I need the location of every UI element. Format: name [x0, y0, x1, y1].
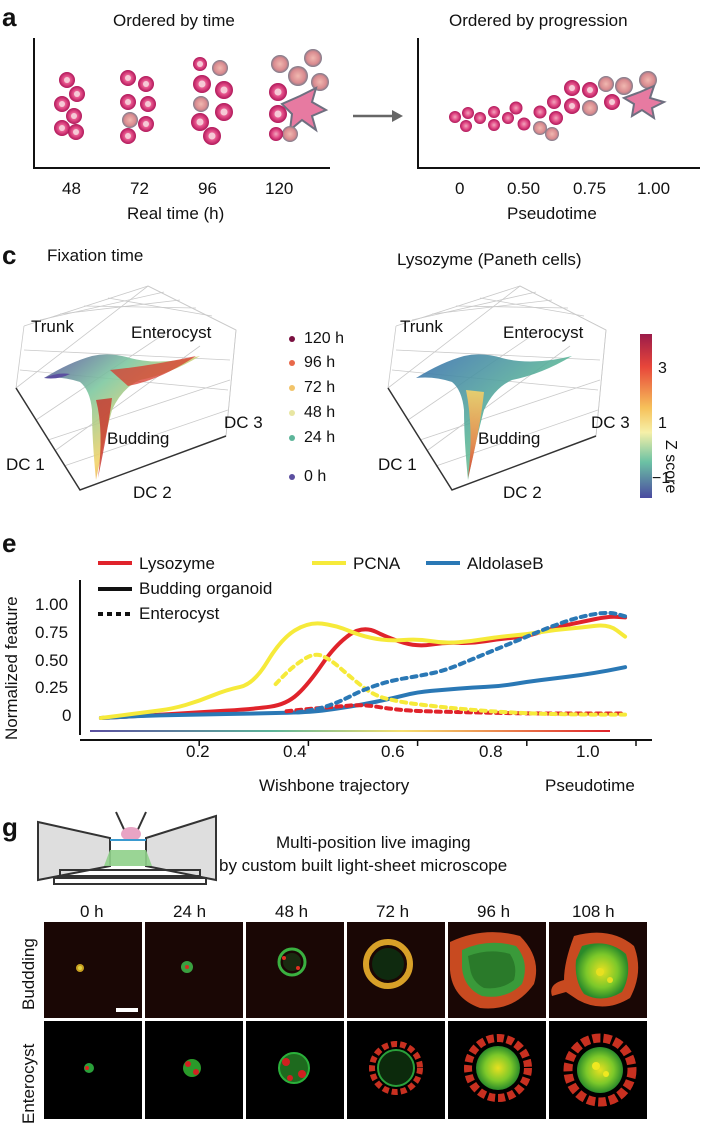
panel-a-left-tick-120: 120 [265, 179, 294, 198]
e-ytick-025: 0.25 [35, 678, 69, 697]
c-right-dc3-label: DC 3 [591, 413, 630, 432]
g-time-96h: 96 h [477, 902, 511, 921]
panel-e-line-chart [79, 580, 652, 746]
panel-c-letter: c [2, 240, 17, 270]
cells-96h [191, 57, 233, 145]
panel-a-right-tick-0: 0 [455, 179, 465, 198]
c-right-enterocyst-label: Enterocyst [503, 323, 584, 342]
e-xtick-10: 1.0 [576, 742, 600, 761]
legend-24h: 24 h [304, 429, 336, 446]
cells-72h [120, 70, 156, 144]
e-xtick-06: 0.6 [381, 742, 405, 761]
colorbar-tick-3: 3 [658, 360, 667, 377]
e-ytick-100: 1.00 [35, 595, 69, 614]
c-left-dc2-label: DC 2 [133, 483, 172, 502]
e-legend-enterocyst: Enterocyst [139, 604, 220, 623]
legend-72h: 72 h [304, 379, 336, 396]
budding-cell-120h [280, 86, 329, 133]
light-sheet-microscope-icon [37, 811, 217, 885]
c-left-enterocyst-label: Enterocyst [131, 323, 212, 342]
zscore-colorbar [640, 334, 652, 498]
legend-dot-5 [289, 474, 295, 480]
panel-a-right-tick-075: 0.75 [573, 179, 607, 198]
panel-a-left-axes [33, 38, 330, 169]
c-right-dc2-label: DC 2 [503, 483, 542, 502]
c-left-dc1-label: DC 1 [6, 455, 45, 474]
g-caption-line2: by custom built light-sheet microscope [219, 856, 508, 875]
panel-a-left-tick-96: 96 [198, 179, 217, 198]
panel-a-graphic [33, 38, 700, 169]
e-legend-budding: Budding organoid [139, 579, 273, 598]
panel-c-right-title: Lysozyme (Paneth cells) [397, 250, 582, 269]
c-left-budding-label: Budding [107, 429, 170, 448]
colorbar-tick-neg1: −1 [652, 470, 671, 487]
g-time-24h: 24 h [173, 902, 207, 921]
g-time-0h: 0 h [80, 902, 104, 921]
g-time-48h: 48 h [275, 902, 309, 921]
panel-a-right-title: Ordered by progression [449, 11, 628, 30]
panel-a-left-tick-72: 72 [130, 179, 149, 198]
cells-48h [54, 72, 85, 140]
legend-dot-3 [289, 410, 295, 416]
e-ytick-075: 0.75 [35, 623, 69, 642]
left-point-cloud [44, 354, 200, 480]
panel-a-right-tick-100: 1.00 [637, 179, 671, 198]
panel-a-right-axes [417, 38, 700, 169]
legend-0h: 0 h [304, 468, 327, 485]
c-right-trunk-label: Trunk [400, 317, 443, 336]
e-xtick-04: 0.4 [283, 742, 307, 761]
panel-a-letter: a [2, 2, 17, 32]
panel-g-letter: g [2, 812, 18, 842]
legend-dot-0 [289, 336, 295, 342]
pseudotime-strip [90, 730, 610, 732]
colorbar-tick-1: 1 [658, 415, 667, 432]
legend-dot-2 [289, 385, 295, 391]
micrograph-grid [44, 922, 647, 1119]
e-xlabel-right: Pseudotime [545, 776, 635, 795]
series-aldolaseb-enterocyst [295, 610, 628, 715]
e-xtick-08: 0.8 [479, 742, 503, 761]
legend-48h: 48 h [304, 404, 336, 421]
panel-e-legend [98, 561, 460, 616]
e-ytick-0: 0 [62, 706, 72, 725]
e-legend-pcna: PCNA [353, 554, 401, 573]
e-legend-aldolaseb: AldolaseB [467, 554, 544, 573]
legend-96h: 96 h [304, 354, 336, 371]
g-time-72h: 72 h [376, 902, 410, 921]
g-row-budding: Buddding [19, 938, 38, 1010]
c-right-dc1-label: DC 1 [378, 455, 417, 474]
panel-e-letter: e [2, 528, 17, 558]
panel-a-left-title: Ordered by time [113, 11, 235, 30]
series-pcna-enterocyst [273, 652, 628, 717]
panel-a-left-tick-48: 48 [62, 179, 81, 198]
e-xtick-02: 0.2 [186, 742, 210, 761]
scale-bar [116, 1008, 138, 1012]
cells-120h [269, 49, 329, 142]
legend-120h: 120 h [304, 330, 345, 347]
g-row-enterocyst: Enterocyst [19, 1043, 38, 1124]
c-left-dc3-label: DC 3 [224, 413, 263, 432]
panel-a-right-xlabel: Pseudotime [507, 204, 597, 223]
series-aldolaseb-budding [98, 665, 628, 720]
panel-c-3d-plots [15, 285, 652, 498]
legend-dot-4 [289, 435, 295, 441]
g-time-108h: 108 h [572, 902, 615, 921]
panel-a-left-xlabel: Real time (h) [127, 204, 225, 223]
g-caption-line1: Multi-position live imaging [276, 833, 471, 852]
e-legend-lysozyme: Lysozyme [139, 554, 215, 573]
budding-cell-pseudotime [621, 84, 667, 121]
right-point-cloud [416, 354, 572, 480]
e-ytick-050: 0.50 [35, 651, 69, 670]
legend-dot-1 [289, 360, 295, 366]
e-xlabel: Wishbone trajectory [259, 776, 410, 795]
cells-pseudotime [449, 71, 667, 141]
fixation-legend-dots [289, 336, 295, 480]
panel-a-right-tick-050: 0.50 [507, 179, 541, 198]
colorbar-label: Z score [662, 440, 679, 494]
c-right-budding-label: Budding [478, 429, 541, 448]
series-pcna-budding [98, 621, 628, 720]
panel-c-left-title: Fixation time [47, 246, 144, 265]
c-left-trunk-label: Trunk [31, 317, 74, 336]
